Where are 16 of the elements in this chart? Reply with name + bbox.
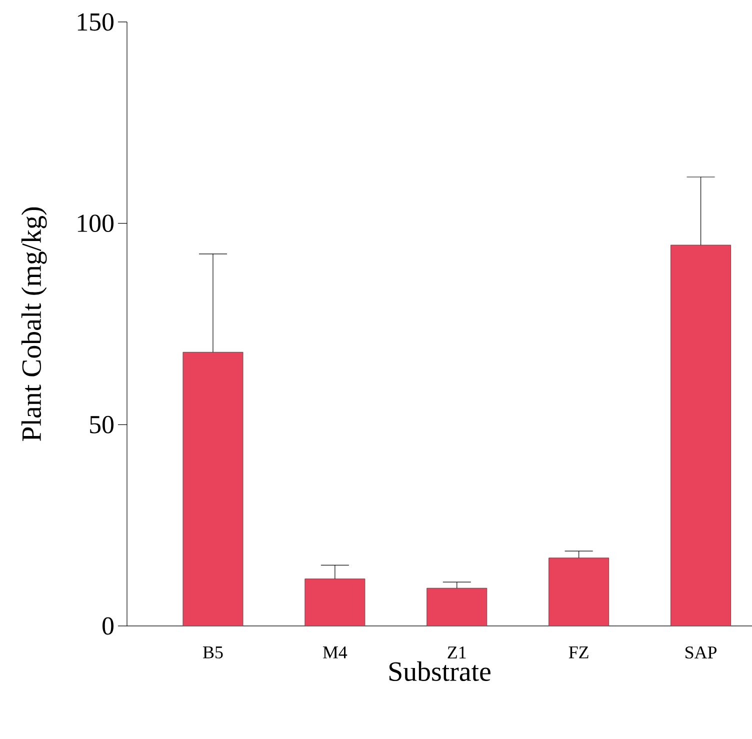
y-tick-label: 50	[90, 416, 114, 434]
y-tick-label: 150	[78, 13, 114, 31]
y-tick-label: 100	[78, 214, 114, 232]
x-tick-label: M4	[322, 646, 348, 658]
bar	[670, 244, 732, 626]
y-tick-label: 0	[102, 617, 114, 635]
y-axis-title: Plant Cobalt (mg/kg)	[21, 207, 47, 441]
bar	[304, 578, 366, 626]
x-axis-title: Substrate	[389, 661, 490, 682]
x-tick-label: Z1	[448, 646, 466, 658]
bar	[426, 588, 488, 626]
bar	[182, 352, 244, 626]
x-tick-label: FZ	[568, 646, 588, 658]
x-tick-label: SAP	[686, 646, 717, 659]
x-tick-label: B5	[203, 646, 223, 658]
bar	[548, 558, 610, 626]
